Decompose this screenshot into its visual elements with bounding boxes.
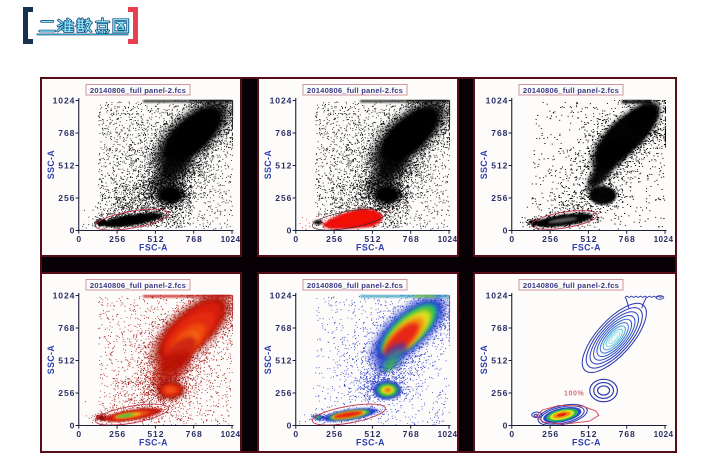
svg-text:768: 768 [275,128,292,138]
svg-text:FSC-A: FSC-A [356,242,385,252]
svg-text:768: 768 [403,429,420,439]
svg-text:256: 256 [275,193,292,203]
svg-text:256: 256 [491,193,508,203]
svg-text:0: 0 [503,226,509,236]
svg-text:512: 512 [580,234,597,244]
svg-text:0: 0 [76,234,82,244]
svg-text:SSC-A: SSC-A [263,150,273,180]
svg-text:1024: 1024 [270,291,293,301]
svg-text:0: 0 [509,234,515,244]
svg-text:0: 0 [293,429,299,439]
svg-text:FSC-A: FSC-A [139,437,168,447]
svg-text:1024: 1024 [53,96,76,106]
svg-text:1024: 1024 [438,430,458,439]
svg-text:20140806_full panel-2.fcs: 20140806_full panel-2.fcs [307,281,403,290]
svg-text:512: 512 [275,161,292,171]
svg-text:768: 768 [403,234,420,244]
svg-text:0: 0 [293,234,299,244]
svg-text:1024: 1024 [221,430,241,439]
svg-text:1024: 1024 [486,291,509,301]
svg-text:256: 256 [491,388,508,398]
svg-text:256: 256 [326,429,343,439]
svg-text:SSC-A: SSC-A [46,345,56,375]
svg-text:256: 256 [542,234,559,244]
svg-text:20140806_full panel-2.fcs: 20140806_full panel-2.fcs [307,86,403,95]
svg-text:256: 256 [109,234,126,244]
svg-text:512: 512 [491,161,508,171]
svg-text:768: 768 [491,323,508,333]
svg-text:1024: 1024 [486,96,509,106]
svg-text:1024: 1024 [654,430,674,439]
svg-text:768: 768 [275,323,292,333]
svg-text:SSC-A: SSC-A [46,150,56,180]
svg-text:FSC-A: FSC-A [572,242,601,252]
svg-text:1024: 1024 [270,96,293,106]
svg-text:20140806_full panel-2.fcs: 20140806_full panel-2.fcs [90,281,186,290]
svg-text:1024: 1024 [221,235,241,244]
svg-text:512: 512 [58,161,75,171]
svg-text:256: 256 [275,388,292,398]
svg-text:768: 768 [58,128,75,138]
svg-text:768: 768 [186,429,203,439]
svg-text:0: 0 [70,421,76,431]
svg-text:256: 256 [58,193,75,203]
svg-text:SSC-A: SSC-A [263,345,273,375]
svg-text:SSC-A: SSC-A [479,150,489,180]
svg-text:256: 256 [58,388,75,398]
svg-text:512: 512 [58,356,75,366]
svg-text:0: 0 [70,226,76,236]
svg-text:512: 512 [364,234,381,244]
svg-text:768: 768 [186,234,203,244]
svg-text:768: 768 [58,323,75,333]
svg-text:0: 0 [287,421,293,431]
svg-text:20140806_full panel-2.fcs: 20140806_full panel-2.fcs [523,281,619,290]
svg-text:20140806_full panel-2.fcs: 20140806_full panel-2.fcs [90,86,186,95]
svg-text:100%: 100% [564,391,584,398]
svg-text:512: 512 [364,429,381,439]
svg-text:0: 0 [287,226,293,236]
svg-text:0: 0 [76,429,82,439]
svg-text:1024: 1024 [438,235,458,244]
svg-text:768: 768 [619,429,636,439]
svg-text:FSC-A: FSC-A [572,437,601,447]
svg-text:SSC-A: SSC-A [479,345,489,375]
svg-text:768: 768 [619,234,636,244]
svg-text:768: 768 [491,128,508,138]
svg-text:0: 0 [509,429,515,439]
svg-text:1024: 1024 [53,291,76,301]
svg-text:256: 256 [542,429,559,439]
svg-text:512: 512 [147,429,164,439]
svg-text:0: 0 [503,421,509,431]
svg-text:FSC-A: FSC-A [356,437,385,447]
svg-text:1024: 1024 [654,235,674,244]
svg-text:512: 512 [147,234,164,244]
svg-text:256: 256 [109,429,126,439]
svg-text:512: 512 [580,429,597,439]
svg-text:256: 256 [326,234,343,244]
svg-text:20140806_full panel-2.fcs: 20140806_full panel-2.fcs [523,86,619,95]
svg-text:FSC-A: FSC-A [139,242,168,252]
svg-text:512: 512 [491,356,508,366]
svg-text:512: 512 [275,356,292,366]
